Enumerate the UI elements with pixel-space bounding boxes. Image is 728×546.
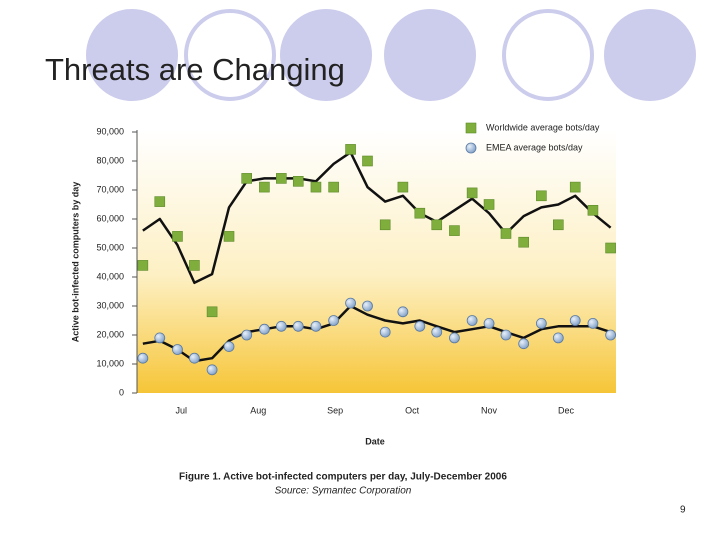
- data-point: [362, 155, 373, 167]
- data-point: [397, 306, 409, 318]
- data-point: [536, 190, 547, 202]
- data-point: [552, 219, 564, 231]
- data-point: [414, 320, 426, 332]
- data-point: [328, 181, 339, 193]
- data-point: [206, 306, 218, 318]
- data-point: [137, 260, 149, 271]
- y-tick-label: 20,000: [96, 329, 124, 339]
- trend-line: [142, 304, 612, 363]
- y-tick-label: 0: [119, 387, 124, 397]
- data-point: [379, 326, 391, 338]
- data-point: [449, 332, 460, 344]
- data-point: [189, 260, 200, 271]
- x-tick-label: Aug: [250, 405, 266, 415]
- data-point: [605, 329, 617, 341]
- x-tick-label: Oct: [405, 405, 420, 415]
- data-point: [449, 225, 460, 236]
- data-point: [466, 187, 478, 199]
- x-tick-label: Dec: [558, 405, 575, 415]
- data-point: [379, 219, 391, 231]
- data-point: [500, 228, 512, 239]
- y-tick-label: 90,000: [96, 126, 124, 136]
- slide-title: Threats are Changing: [45, 52, 345, 87]
- data-point: [605, 242, 616, 254]
- x-axis-label: Date: [365, 436, 385, 446]
- y-tick-label: 50,000: [96, 242, 124, 252]
- data-point: [500, 329, 512, 341]
- data-point: [362, 300, 373, 312]
- data-point: [188, 352, 200, 364]
- data-point: [241, 329, 253, 341]
- page-number: 9: [680, 505, 686, 516]
- decoration: [86, 9, 696, 101]
- data-point: [172, 231, 183, 242]
- y-tick-label: 10,000: [96, 358, 124, 368]
- x-tick-label: Jul: [176, 405, 188, 415]
- data-point: [466, 315, 478, 326]
- data-point: [414, 207, 426, 219]
- data-point: [154, 332, 166, 344]
- data-point: [483, 317, 495, 329]
- data-point: [292, 320, 304, 332]
- data-point: [310, 181, 322, 193]
- data-point: [552, 332, 564, 344]
- source: Source: Symantec Corporation: [275, 486, 412, 497]
- y-axis-label: Active bot-infected computers by day: [70, 182, 80, 343]
- data-point: [518, 338, 530, 350]
- y-tick-label: 70,000: [96, 184, 124, 194]
- legend-label: EMEA average bots/day: [486, 142, 583, 152]
- data-point: [241, 173, 253, 184]
- data-point: [259, 181, 270, 193]
- data-point: [587, 205, 599, 216]
- legend-marker: [465, 142, 477, 154]
- data-point: [328, 315, 340, 326]
- x-tick-label: Nov: [481, 405, 498, 415]
- y-tick-label: 60,000: [96, 213, 124, 223]
- y-tick-label: 30,000: [96, 300, 124, 310]
- data-point: [569, 181, 581, 193]
- data-point: [223, 231, 235, 242]
- data-point: [154, 196, 166, 207]
- data-point: [431, 219, 443, 231]
- data-point: [431, 326, 443, 338]
- legend-marker: [465, 122, 477, 134]
- plot-background: [137, 130, 616, 393]
- data-point: [310, 320, 322, 332]
- data-point: [137, 352, 149, 364]
- data-point: [345, 297, 356, 309]
- y-tick-label: 80,000: [96, 155, 124, 165]
- caption: Figure 1. Active bot-infected computers …: [179, 472, 507, 483]
- y-tick-label: 40,000: [96, 271, 124, 281]
- x-tick-label: Sep: [327, 405, 343, 415]
- data-point: [172, 344, 183, 355]
- data-point: [345, 144, 356, 155]
- data-point: [569, 315, 581, 326]
- data-point: [223, 341, 235, 353]
- data-point: [259, 323, 270, 335]
- legend-label: Worldwide average bots/day: [486, 122, 600, 132]
- data-point: [275, 320, 287, 332]
- data-point: [292, 176, 304, 187]
- data-point: [206, 364, 218, 376]
- data-point: [587, 317, 599, 329]
- data-point: [483, 199, 495, 210]
- data-point: [397, 181, 409, 193]
- trend-line: [142, 151, 612, 285]
- data-point: [518, 236, 529, 248]
- data-point: [535, 317, 547, 329]
- data-point: [276, 173, 287, 184]
